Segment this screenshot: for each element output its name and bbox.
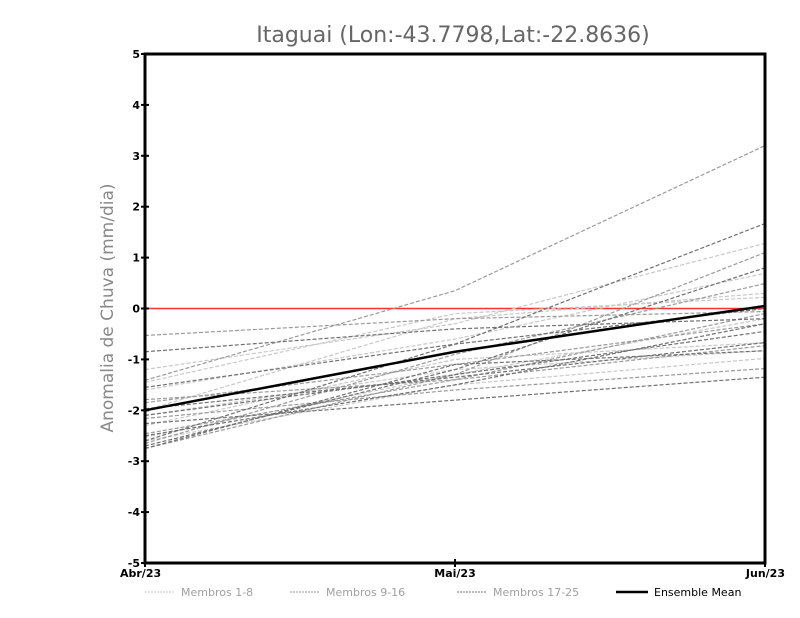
member-line-group2-4	[144, 345, 766, 435]
y-tick-label: 2	[132, 201, 140, 214]
member-line-group2-8	[144, 313, 766, 401]
legend-label-group1: Membros 1-8	[181, 586, 253, 599]
member-line-group2-2	[144, 251, 766, 450]
member-line-group1-2	[144, 296, 766, 383]
member-line-group1-8	[144, 342, 766, 427]
member-line-group2-5	[144, 323, 766, 404]
x-tick-label: Jun/23	[745, 567, 785, 580]
member-line-group2-7	[144, 282, 766, 444]
member-line-group3-4	[144, 267, 766, 447]
y-tick-label: 0	[132, 303, 140, 316]
member-line-group3-6	[144, 323, 766, 437]
chart-title: Itaguai (Lon:-43.7798,Lat:-22.8636)	[256, 23, 650, 48]
member-line-group2-3	[144, 310, 766, 337]
member-line-group3-8	[144, 330, 766, 416]
x-tick-label: Mai/23	[434, 567, 475, 580]
y-tick-label: -5	[128, 557, 140, 570]
member-line-group3-5	[144, 342, 766, 410]
y-tick-label: -4	[128, 506, 141, 519]
member-line-group1-1	[144, 242, 766, 371]
y-tick-label: -2	[128, 404, 140, 417]
y-tick-label: 4	[132, 99, 140, 112]
x-tick-label: Abr/23	[120, 567, 161, 580]
y-tick-label: -3	[128, 455, 140, 468]
y-axis-label: Anomalia de Chuva (mm/dia)	[98, 183, 118, 432]
ensemble-mean-line	[144, 304, 766, 412]
member-line-group3-1	[144, 222, 766, 442]
legend-label-group2: Membros 9-16	[326, 586, 405, 599]
member-line-group1-5	[144, 272, 766, 391]
member-line-group1-4	[144, 318, 766, 438]
member-line-group3-3	[144, 376, 766, 425]
legend-label-group3: Membros 17-25	[493, 586, 579, 599]
y-tick-label: -1	[128, 353, 140, 366]
y-tick-label: 5	[132, 48, 140, 61]
legend-label-mean: Ensemble Mean	[654, 586, 741, 599]
member-line-group3-7	[144, 307, 766, 388]
y-tick-label: 1	[132, 252, 140, 265]
member-line-group3-9	[144, 350, 766, 450]
y-tick-label: 3	[132, 150, 140, 163]
